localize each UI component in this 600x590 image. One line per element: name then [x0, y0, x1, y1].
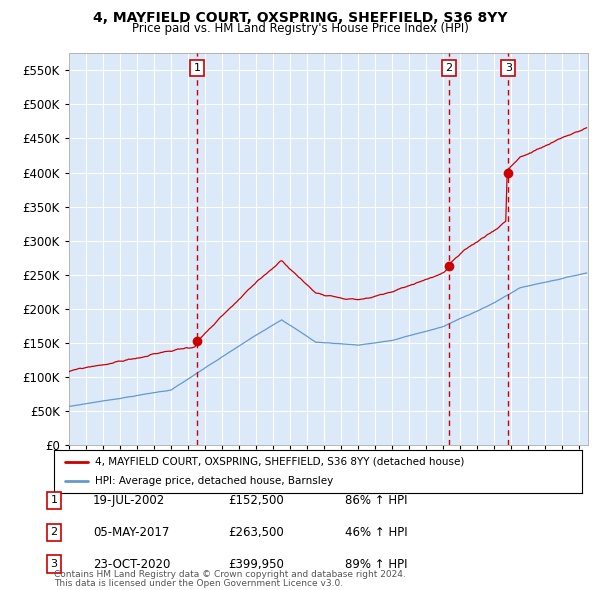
- Text: £263,500: £263,500: [228, 526, 284, 539]
- Text: 2: 2: [50, 527, 58, 537]
- Text: 4, MAYFIELD COURT, OXSPRING, SHEFFIELD, S36 8YY: 4, MAYFIELD COURT, OXSPRING, SHEFFIELD, …: [93, 11, 507, 25]
- Text: 1: 1: [194, 63, 201, 73]
- Text: This data is licensed under the Open Government Licence v3.0.: This data is licensed under the Open Gov…: [54, 579, 343, 588]
- Text: 3: 3: [505, 63, 512, 73]
- Text: £399,950: £399,950: [228, 558, 284, 571]
- Text: 86% ↑ HPI: 86% ↑ HPI: [345, 494, 407, 507]
- Text: Contains HM Land Registry data © Crown copyright and database right 2024.: Contains HM Land Registry data © Crown c…: [54, 571, 406, 579]
- Text: 1: 1: [50, 496, 58, 505]
- Text: 05-MAY-2017: 05-MAY-2017: [93, 526, 169, 539]
- Text: 2: 2: [446, 63, 453, 73]
- Text: 23-OCT-2020: 23-OCT-2020: [93, 558, 170, 571]
- Text: 46% ↑ HPI: 46% ↑ HPI: [345, 526, 407, 539]
- Text: Price paid vs. HM Land Registry's House Price Index (HPI): Price paid vs. HM Land Registry's House …: [131, 22, 469, 35]
- Text: £152,500: £152,500: [228, 494, 284, 507]
- Text: 4, MAYFIELD COURT, OXSPRING, SHEFFIELD, S36 8YY (detached house): 4, MAYFIELD COURT, OXSPRING, SHEFFIELD, …: [95, 457, 464, 467]
- Text: 3: 3: [50, 559, 58, 569]
- Text: 19-JUL-2002: 19-JUL-2002: [93, 494, 165, 507]
- Text: 89% ↑ HPI: 89% ↑ HPI: [345, 558, 407, 571]
- Text: HPI: Average price, detached house, Barnsley: HPI: Average price, detached house, Barn…: [95, 476, 334, 486]
